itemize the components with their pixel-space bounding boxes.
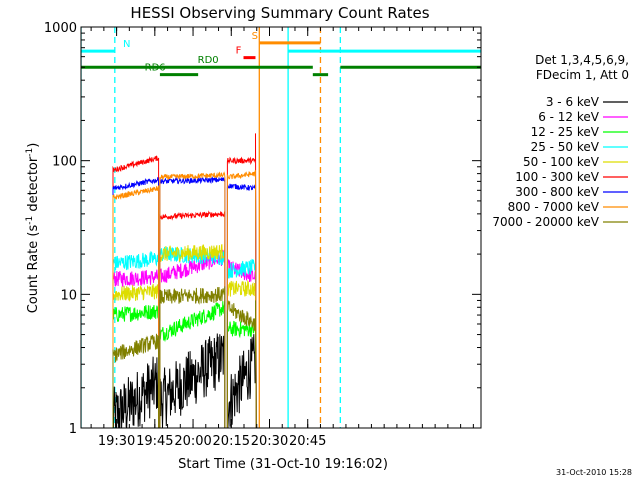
series-line-9 (112, 286, 257, 428)
plot-data: N S RD0 RD6 F (81, 27, 481, 428)
legend-entry-label: 6 - 12 keV (538, 110, 600, 124)
x-tick-label: 20:00 (174, 434, 211, 449)
legend-entry-label: 12 - 25 keV (531, 125, 600, 139)
series-line-3 (112, 274, 257, 428)
y-tick-label: 10 (60, 288, 77, 303)
series-line-1 (112, 294, 257, 428)
series-line-8 (112, 169, 257, 428)
x-axis-label: Start Time (31-Oct-10 19:16:02) (178, 457, 388, 472)
flag-label-n: N (123, 39, 130, 50)
legend-entry-label: 100 - 300 keV (515, 170, 599, 184)
x-tick-label: 20:15 (213, 434, 250, 449)
legend-entry-label: 50 - 100 keV (523, 155, 600, 169)
x-tick-label: 20:45 (289, 434, 326, 449)
y-axis-label-part: ) (26, 143, 41, 148)
legend: Det 1,3,4,5,6,9, FDecim 1, Att 0 3 - 6 k… (492, 53, 629, 229)
y-axis-label-part: Count Rate (s (26, 225, 41, 314)
legend-entry-label: 7000 - 20000 keV (492, 215, 599, 229)
y-axis-label: Count Rate (s-1 detector-1) (25, 143, 41, 314)
flag-label-s: S (252, 31, 258, 42)
legend-entry-label: 300 - 800 keV (515, 185, 599, 199)
flag-label-rd0: RD0 (198, 55, 219, 66)
y-axis-label-sup: -1 (25, 216, 35, 225)
legend-entry-label: 25 - 50 keV (531, 140, 600, 154)
x-tick-label: 19:45 (136, 434, 173, 449)
y-axis-label-part: detector (26, 156, 41, 216)
y-tick-label: 100 (52, 155, 77, 170)
legend-header-detectors: Det 1,3,4,5,6,9, (535, 53, 629, 67)
series-line-5 (112, 243, 257, 428)
flag-label-f: F (236, 46, 242, 57)
y-tick-label: 1 (69, 422, 77, 437)
x-tick-label: 20:30 (251, 434, 288, 449)
chart-title: HESSI Observing Summary Count Rates (130, 4, 429, 22)
legend-entry-label: 800 - 7000 keV (508, 200, 600, 214)
series-line-6 (112, 133, 257, 428)
legend-header-decimation: FDecim 1, Att 0 (536, 68, 629, 82)
flag-label-rd6: RD6 (145, 63, 166, 74)
axes: 1 10 100 1000 19:30 19:45 20:00 20:15 20:30 20:45 (44, 21, 481, 449)
plot-frame (80, 26, 482, 429)
y-tick-label: 1000 (44, 21, 77, 36)
legend-entry-label: 3 - 6 keV (546, 95, 600, 109)
timestamp: 31-Oct-2010 15:28 (556, 468, 632, 477)
series-line-7 (112, 173, 257, 428)
x-tick-label: 19:30 (98, 434, 135, 449)
y-axis-label-sup: -1 (25, 148, 35, 157)
